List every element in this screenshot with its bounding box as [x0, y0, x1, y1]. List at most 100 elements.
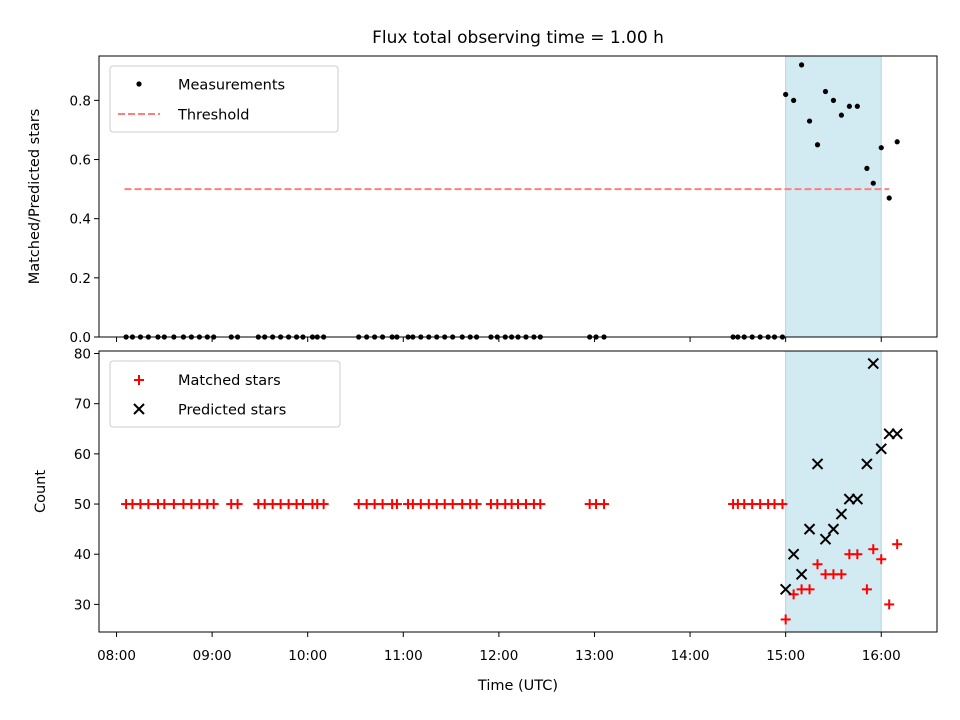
top-ytick-label: 0.4	[70, 212, 91, 228]
bottom-axes-frame	[98, 350, 938, 633]
xtick-label: 12:00	[479, 648, 518, 664]
legend-measurements-marker	[136, 81, 142, 87]
matched-star-point	[232, 499, 243, 510]
bottom-ytick-label: 80	[74, 347, 91, 363]
measurement-point	[830, 97, 837, 103]
predicted-star-point-b	[867, 357, 879, 370]
matched-star-point	[868, 544, 879, 555]
predicted-star-point-b	[891, 428, 903, 440]
predicted-star-point-b	[819, 533, 832, 545]
matched-star-point	[852, 549, 863, 560]
measurement-point	[864, 165, 870, 171]
matched-star-point	[599, 499, 610, 510]
bottom-y-axis-label: Count	[33, 470, 49, 513]
matched-star-point	[812, 559, 823, 570]
measurement-point	[822, 88, 829, 95]
matched-star-point	[471, 499, 482, 510]
xtick-label: 10:00	[288, 648, 327, 664]
predicted-star-point	[875, 443, 887, 455]
measurement-point	[806, 118, 813, 124]
xtick-label: 09:00	[193, 648, 232, 664]
top-ytick-label: 0.2	[70, 271, 91, 287]
predicted-star-point-b	[811, 458, 824, 470]
legend-box	[109, 360, 341, 428]
bottom-panel: 30 40 50 60 70 80 08:00 09:00 10:00 11:00 12:00 13…	[33, 347, 938, 694]
predicted-star-point	[891, 428, 903, 440]
top-ytick-label: 0.0	[70, 330, 91, 346]
measurement-point	[846, 103, 852, 109]
bottom-x-ticks: 08:00 09:00 10:00 11:00 12:00 13:00 14:00 15:00…	[97, 632, 901, 664]
bottom-ytick-label: 40	[74, 547, 91, 563]
x-axis-label: Time (UTC)	[477, 678, 558, 694]
matched-star-point	[208, 499, 219, 510]
measurement-point	[878, 145, 884, 151]
matched-star-point	[777, 499, 788, 510]
matched-star-point	[892, 539, 903, 550]
predicted-star-point	[861, 458, 873, 470]
predicted-star-point	[835, 508, 848, 520]
legend-threshold-label: Threshold	[177, 108, 249, 124]
xtick-label: 13:00	[575, 648, 614, 664]
xtick-label: 15:00	[766, 648, 805, 664]
top-panel: 0.0 0.2 0.4 0.6 0.8 Flux total observing tim…	[27, 28, 938, 346]
measurement-point	[791, 97, 797, 103]
legend-predicted-marker	[133, 403, 145, 415]
top-ytick-label: 0.8	[70, 93, 91, 109]
bottom-ytick-label: 50	[74, 497, 91, 513]
predicted-star-point	[803, 523, 816, 535]
matched-star-point	[159, 499, 170, 510]
xtick-label: 08:00	[97, 648, 136, 664]
xtick-label: 16:00	[862, 648, 901, 664]
matched-star-point	[884, 599, 895, 610]
predicted-star-point	[851, 493, 864, 505]
top-x-ticks	[116, 337, 882, 342]
top-legend: Measurements Threshold	[109, 65, 339, 133]
matched-star-point	[377, 499, 388, 510]
top-axes-frame	[98, 55, 938, 338]
predicted-star-point	[795, 568, 808, 581]
top-y-axis-label: Matched/Predicted stars	[27, 109, 43, 285]
matched-star-point	[297, 499, 308, 510]
bottom-ytick-label: 60	[74, 447, 91, 463]
bottom-count-points	[121, 357, 903, 625]
predicted-star-point-b	[779, 583, 792, 596]
predicted-star-point	[779, 583, 792, 596]
predicted-star-point-b	[803, 523, 816, 535]
measurement-point	[870, 180, 876, 186]
matched-star-point	[861, 584, 872, 595]
measurement-point	[838, 112, 845, 118]
predicted-star-point-b	[827, 523, 840, 535]
matched-star-point	[780, 614, 791, 625]
matched-star-point	[168, 499, 179, 510]
predicted-star-point	[819, 533, 832, 545]
matched-star-point	[836, 569, 847, 580]
predicted-star-point	[867, 357, 879, 370]
xtick-label: 14:00	[671, 648, 710, 664]
legend-predicted-marker-b	[133, 403, 145, 415]
predicted-star-point-b	[851, 493, 864, 505]
matched-star-point	[447, 499, 458, 510]
predicted-star-point-b	[835, 508, 848, 520]
legend-matched-label: Matched stars	[178, 373, 281, 389]
bottom-ytick-label: 70	[74, 397, 91, 413]
predicted-star-point-b	[861, 458, 873, 470]
legend-predicted-label: Predicted stars	[178, 403, 286, 419]
chart-title: Flux total observing time = 1.00 h	[372, 28, 664, 48]
top-ytick-label: 0.6	[70, 153, 91, 169]
bottom-y-ticks: 30 40 50 60 70 80	[74, 347, 99, 613]
matched-star-point	[143, 499, 154, 510]
measurement-point	[814, 142, 821, 148]
matched-star-point	[804, 584, 815, 595]
legend-matched-marker	[134, 375, 144, 385]
predicted-star-point-b	[795, 568, 808, 581]
bottom-ytick-label: 30	[74, 597, 91, 613]
matched-star-point	[318, 499, 329, 510]
matched-star-point	[535, 499, 546, 510]
measurement-point	[854, 103, 860, 109]
matched-star-point	[391, 499, 402, 510]
predicted-star-point	[787, 548, 800, 560]
predicted-star-point-b	[787, 548, 800, 560]
predicted-star-point	[811, 458, 824, 470]
matched-star-point	[876, 554, 887, 565]
